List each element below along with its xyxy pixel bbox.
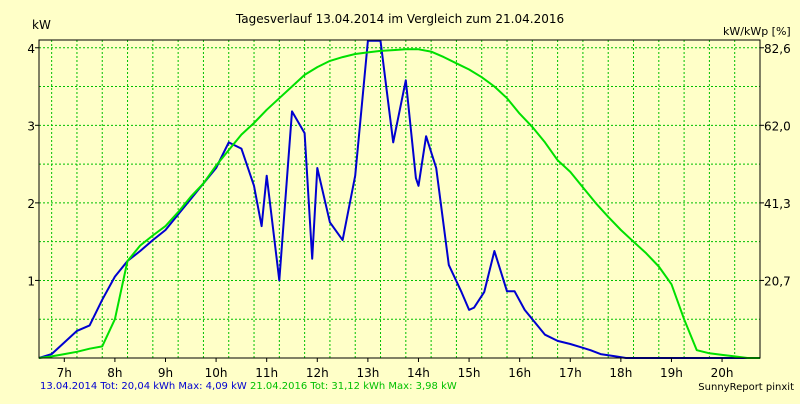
x-tick-label-7: 14h (407, 366, 430, 380)
series1-summary: 13.04.2014 Tot: 20,04 kWh Max: 4,09 kW (40, 381, 247, 392)
y-tick-label-right-1: 41,3 (764, 197, 791, 211)
chart-title: Tagesverlauf 13.04.2014 im Vergleich zum… (235, 12, 564, 26)
x-tick-label-9: 16h (508, 366, 531, 380)
x-tick-label-2: 9h (158, 366, 173, 380)
x-tick-label-3: 10h (205, 366, 228, 380)
x-tick-label-0: 7h (57, 366, 72, 380)
x-tick-label-1: 8h (107, 366, 122, 380)
plot-area-border (38, 39, 761, 359)
x-tick-label-6: 13h (356, 366, 379, 380)
y-tick-label-right-0: 20,7 (764, 274, 791, 288)
y-tick-label-right-3: 82,6 (764, 42, 791, 56)
y-tick-label-right-2: 62,0 (764, 119, 791, 133)
series2-summary: 21.04.2016 Tot: 31,12 kWh Max: 3,98 kW (249, 381, 457, 392)
series-layer (38, 39, 760, 359)
y-tick-label-left-0: 1 (27, 274, 35, 288)
x-tick-label-11: 18h (609, 366, 632, 380)
credit-label: SunnyReport pinxit (698, 382, 794, 393)
ticks-layer: 7h 8h 9h 10h 11h 12h 13h 14h 15h 16h 17h 18h 19h 20h 1… (27, 42, 790, 380)
x-tick-label-13: 20h (711, 366, 734, 380)
y-axis-right-label: kW/kWp [%] (723, 25, 791, 38)
y-tick-label-left-1: 2 (27, 197, 35, 211)
y-tick-label-left-3: 4 (27, 42, 35, 56)
y-axis-left-label: kW (32, 18, 51, 32)
x-tick-label-10: 17h (559, 366, 582, 380)
grid-layer (39, 40, 760, 358)
footer-summary: 13.04.2014 Tot: 20,04 kWh Max: 4,09 kW 2… (40, 381, 457, 392)
x-tick-label-5: 12h (306, 366, 329, 380)
x-tick-label-4: 11h (255, 366, 278, 380)
series-line-2 (38, 48, 760, 359)
series-line-1 (38, 39, 760, 359)
y-tick-label-left-2: 3 (27, 119, 35, 133)
x-tick-label-12: 19h (660, 366, 683, 380)
x-tick-label-8: 15h (458, 366, 481, 380)
